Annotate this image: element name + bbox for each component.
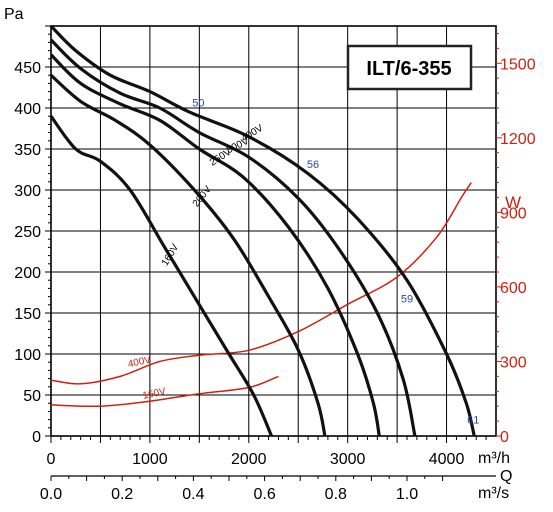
x-tick-label: 4000 — [429, 451, 465, 468]
pressure-curve-200V — [49, 74, 327, 437]
x2-tick-label: 0.8 — [325, 486, 347, 503]
pressure-curve-250V — [49, 53, 381, 437]
pressure-curve-400V — [49, 24, 476, 437]
noise-marker-59: 59 — [401, 293, 413, 305]
axis-ticks: 0 50 100 150 200 250 300 350 400 450 0 300 600 900 120… — [14, 25, 536, 503]
y-tick-label: 400 — [14, 101, 41, 118]
x2-tick-label: 0.6 — [253, 486, 275, 503]
pressure-curves — [49, 24, 476, 437]
x-tick-label: 3000 — [330, 451, 366, 468]
x-tick-label: 0 — [47, 451, 56, 468]
y-tick-label: 250 — [14, 224, 41, 241]
y-tick-label: 350 — [14, 142, 41, 159]
grid — [51, 26, 496, 436]
pressure-curve-160V — [49, 115, 273, 437]
y-tick-label: 50 — [23, 388, 41, 405]
noise-marker-50: 50 — [192, 97, 204, 109]
noise-marker-56: 56 — [307, 159, 319, 171]
x2-tick-label: 0.0 — [40, 486, 62, 503]
y-tick-label: 300 — [14, 183, 41, 200]
x-axis-unit: m³/h — [478, 450, 510, 467]
y-tick-label: 100 — [14, 347, 41, 364]
y2-tick-label: 600 — [500, 280, 527, 297]
model-label: ILT/6-355 — [366, 58, 451, 80]
model-label-box: ILT/6-355 — [346, 44, 473, 91]
y-tick-label: 150 — [14, 306, 41, 323]
y2-tick-label: 1500 — [500, 56, 536, 73]
power-label-400V: 400V — [127, 355, 152, 371]
y2-tick-label: 1200 — [500, 131, 536, 148]
x2-tick-label: 0.2 — [111, 486, 133, 503]
y-tick-label: 450 — [14, 60, 41, 77]
y-tick-label: 0 — [32, 429, 41, 446]
y-tick-label: 200 — [14, 265, 41, 282]
power-label-160V: 160V — [142, 386, 167, 402]
y2-tick-label: 900 — [500, 205, 527, 222]
x-tick-label: 1000 — [132, 451, 168, 468]
x2-axis-name: Q — [500, 468, 512, 485]
power-curve-160V — [50, 375, 279, 408]
y2-axis-unit: W — [505, 193, 521, 212]
x2-tick-label: 0.4 — [182, 486, 204, 503]
noise-marker-61: 61 — [467, 415, 479, 427]
y-axis-unit: Pa — [4, 6, 24, 23]
power-curve-400V — [50, 182, 472, 385]
x2-tick-label: 1.0 — [396, 486, 418, 503]
x-tick-label: 2000 — [231, 451, 267, 468]
pressure-curve-300V — [49, 38, 417, 437]
y2-tick-label: 300 — [500, 354, 527, 371]
x2-axis-unit: m³/s — [478, 485, 509, 502]
power-curves — [50, 182, 472, 408]
y2-tick-label: 0 — [500, 429, 509, 446]
